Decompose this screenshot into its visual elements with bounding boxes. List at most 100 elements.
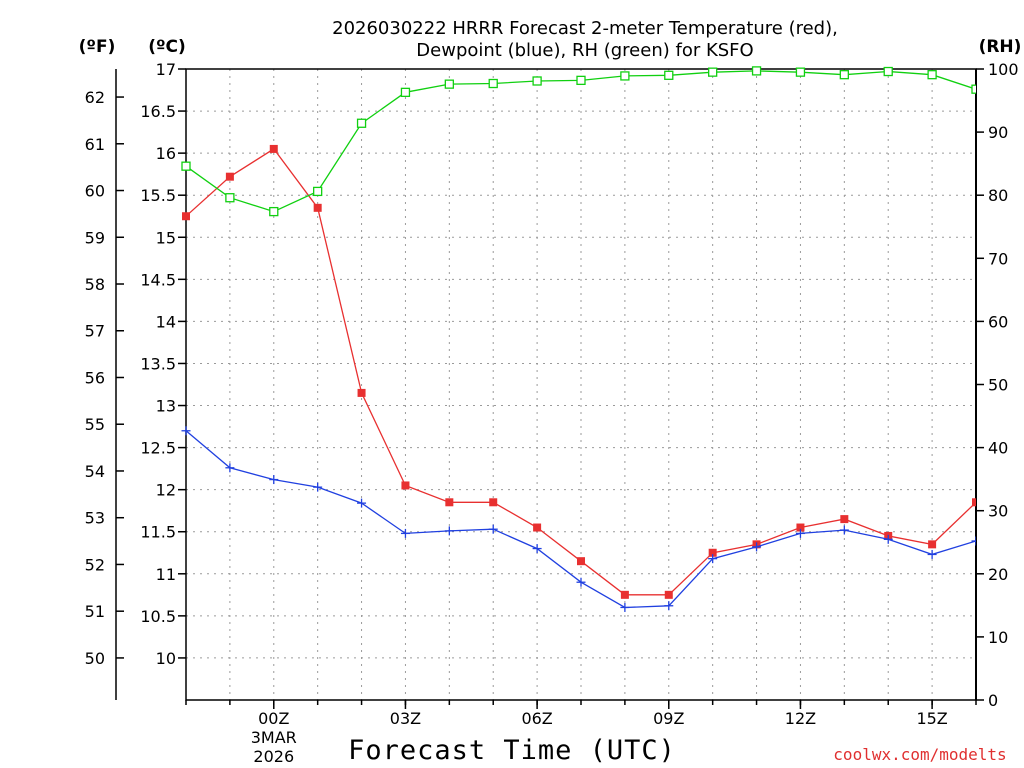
rh-tick-label: 60 bbox=[988, 312, 1008, 331]
axes: 10 10.5 11 11.5 12 12.5 13 13.5 14 14.5 15 15.5 16 16… bbox=[85, 60, 1019, 766]
rh-point bbox=[751, 66, 762, 76]
celsius-tick-label: 12.5 bbox=[140, 439, 176, 458]
x-tick-label: 03Z bbox=[390, 709, 421, 728]
celsius-tick-label: 10 bbox=[156, 649, 176, 668]
celsius-unit-label: (ºC) bbox=[148, 37, 186, 57]
rh-tick-label: 10 bbox=[988, 628, 1008, 647]
rh-point bbox=[839, 70, 849, 80]
dewpoint-point bbox=[971, 536, 976, 546]
fahrenheit-tick-label: 54 bbox=[85, 462, 105, 481]
dewpoint-point bbox=[444, 526, 454, 536]
temperature-point bbox=[313, 203, 322, 212]
temperature-point bbox=[269, 144, 278, 153]
series-group bbox=[181, 66, 976, 612]
temperature-point bbox=[445, 498, 454, 507]
temperature-point bbox=[708, 548, 717, 557]
grid bbox=[186, 69, 976, 700]
fahrenheit-tick-label: 58 bbox=[85, 275, 105, 294]
temperature-point bbox=[533, 523, 542, 532]
fahrenheit-tick-label: 50 bbox=[85, 649, 105, 668]
fahrenheit-tick-label: 59 bbox=[85, 228, 105, 247]
x-tick-label: 15Z bbox=[916, 709, 947, 728]
celsius-tick-label: 16 bbox=[156, 144, 176, 163]
celsius-tick-label: 16.5 bbox=[140, 102, 176, 121]
x-tick-date: 3MAR bbox=[251, 728, 297, 747]
x-tick-year: 2026 bbox=[253, 747, 294, 766]
rh-point bbox=[488, 78, 498, 89]
dewpoint-point bbox=[269, 475, 279, 485]
fahrenheit-tick-label: 56 bbox=[85, 368, 105, 387]
rh-point bbox=[356, 118, 367, 128]
x-tick-label: 09Z bbox=[653, 709, 684, 728]
rh-tick-label: 70 bbox=[988, 249, 1008, 268]
rh-point bbox=[400, 87, 411, 97]
dewpoint-point bbox=[620, 602, 630, 612]
dewpoint-point bbox=[532, 544, 542, 554]
credit-text: coolwx.com/modelts bbox=[833, 745, 1006, 764]
temperature-point bbox=[664, 590, 673, 599]
fahrenheit-tick-label: 62 bbox=[85, 88, 105, 107]
rh-point bbox=[971, 84, 976, 94]
fahrenheit-tick-label: 57 bbox=[85, 322, 105, 341]
rh-point bbox=[883, 66, 893, 77]
temperature-point bbox=[972, 498, 976, 507]
rh-point bbox=[225, 193, 235, 203]
x-tick-label: 12Z bbox=[785, 709, 816, 728]
dewpoint-point bbox=[752, 542, 762, 552]
rh-point bbox=[444, 79, 454, 89]
rh-tick-label: 40 bbox=[988, 439, 1008, 458]
dewpoint-point bbox=[488, 524, 498, 534]
celsius-tick-label: 14.5 bbox=[140, 270, 176, 289]
dewpoint-point bbox=[795, 528, 805, 538]
celsius-tick-label: 11.5 bbox=[140, 523, 176, 542]
temperature-point bbox=[840, 515, 849, 524]
rh-point bbox=[664, 70, 674, 80]
chart-title-line2: Dewpoint (blue), RH (green) for KSFO bbox=[416, 40, 753, 61]
rh-tick-label: 0 bbox=[988, 691, 998, 710]
fahrenheit-tick-label: 53 bbox=[85, 509, 105, 528]
temperature-point bbox=[401, 481, 410, 490]
fahrenheit-unit-label: (ºF) bbox=[79, 37, 116, 57]
rh-tick-label: 30 bbox=[988, 502, 1008, 521]
fahrenheit-tick-label: 51 bbox=[85, 602, 105, 621]
temperature-point bbox=[182, 212, 190, 221]
rh-tick-label: 90 bbox=[988, 123, 1008, 142]
temperature-point bbox=[225, 172, 234, 181]
rh-point bbox=[927, 70, 937, 80]
dewpoint-point bbox=[576, 577, 586, 587]
dewpoint-point bbox=[883, 534, 893, 544]
celsius-tick-label: 13 bbox=[156, 397, 176, 416]
dewpoint-point bbox=[313, 482, 323, 492]
x-axis-label: Forecast Time (UTC) bbox=[348, 735, 676, 766]
dewpoint-point bbox=[225, 463, 235, 473]
rh-point bbox=[532, 76, 542, 86]
rh-point bbox=[576, 75, 586, 86]
data-series bbox=[181, 66, 976, 612]
x-tick-label: 00Z bbox=[258, 709, 289, 728]
rh-point bbox=[795, 67, 806, 77]
temperature-point bbox=[489, 498, 498, 507]
rh-point bbox=[708, 67, 718, 77]
celsius-tick-label: 10.5 bbox=[140, 607, 176, 626]
rh-tick-label: 20 bbox=[988, 565, 1008, 584]
rh-tick-label: 80 bbox=[988, 186, 1008, 205]
temperature-point bbox=[357, 388, 366, 397]
rh-tick-label: 100 bbox=[988, 60, 1019, 79]
celsius-tick-label: 13.5 bbox=[140, 354, 176, 373]
temperature-point bbox=[796, 523, 805, 532]
rh-point bbox=[181, 161, 191, 171]
dewpoint-point bbox=[181, 426, 191, 436]
celsius-tick-label: 15 bbox=[156, 228, 176, 247]
celsius-tick-label: 15.5 bbox=[140, 186, 176, 205]
dewpoint-point bbox=[400, 528, 410, 538]
temperature-point bbox=[928, 540, 937, 549]
chart-title-line1: 2026030222 HRRR Forecast 2-meter Tempera… bbox=[332, 18, 838, 39]
rh-tick-label: 50 bbox=[988, 376, 1008, 395]
celsius-tick-label: 12 bbox=[156, 481, 176, 500]
dewpoint-point bbox=[664, 601, 674, 611]
fahrenheit-tick-label: 52 bbox=[85, 555, 105, 574]
rh-point bbox=[269, 206, 279, 217]
rh-point bbox=[313, 186, 323, 197]
dewpoint-point bbox=[357, 498, 367, 508]
